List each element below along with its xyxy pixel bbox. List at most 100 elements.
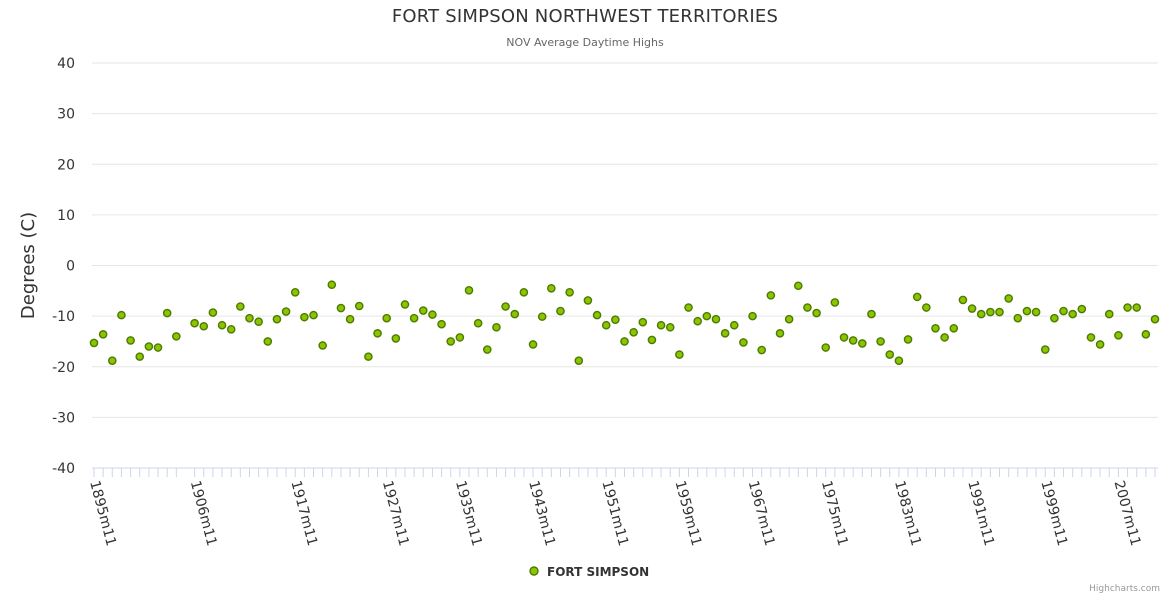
data-point[interactable]: [428, 310, 437, 319]
data-point[interactable]: [327, 280, 337, 290]
data-point[interactable]: [922, 303, 931, 312]
data-point[interactable]: [162, 308, 172, 318]
data-point[interactable]: [309, 310, 318, 320]
data-point[interactable]: [272, 314, 282, 324]
data-point[interactable]: [976, 309, 986, 319]
data-point[interactable]: [1114, 331, 1123, 340]
data-point[interactable]: [446, 337, 456, 346]
data-point[interactable]: [1004, 294, 1013, 303]
data-point[interactable]: [729, 320, 739, 330]
data-point[interactable]: [885, 350, 895, 359]
data-point[interactable]: [647, 335, 657, 345]
data-point[interactable]: [354, 301, 364, 311]
data-point[interactable]: [967, 304, 977, 313]
data-point[interactable]: [199, 321, 209, 331]
data-point[interactable]: [556, 306, 565, 316]
data-point[interactable]: [986, 307, 995, 317]
data-point[interactable]: [483, 345, 492, 354]
data-point[interactable]: [848, 336, 858, 345]
data-point[interactable]: [867, 309, 876, 319]
data-point[interactable]: [190, 318, 199, 328]
data-point[interactable]: [492, 322, 501, 332]
data-point[interactable]: [784, 314, 794, 324]
data-point[interactable]: [382, 313, 391, 323]
credits-link[interactable]: Highcharts.com: [1089, 584, 1160, 594]
data-point[interactable]: [345, 314, 355, 324]
data-point[interactable]: [858, 339, 867, 348]
data-point[interactable]: [620, 337, 629, 346]
data-point[interactable]: [245, 313, 254, 323]
data-point[interactable]: [830, 298, 840, 307]
data-point[interactable]: [1104, 309, 1114, 319]
data-point[interactable]: [876, 337, 885, 346]
data-point[interactable]: [803, 303, 812, 312]
data-point[interactable]: [995, 307, 1004, 317]
data-point[interactable]: [153, 343, 163, 352]
data-point[interactable]: [912, 292, 922, 302]
data-point[interactable]: [528, 340, 538, 349]
data-point[interactable]: [336, 303, 346, 313]
data-point[interactable]: [254, 317, 263, 326]
data-point[interactable]: [931, 323, 940, 333]
data-point[interactable]: [638, 317, 648, 327]
data-point[interactable]: [583, 296, 593, 305]
data-point[interactable]: [473, 318, 483, 328]
data-point[interactable]: [665, 322, 675, 332]
data-point[interactable]: [601, 320, 611, 330]
data-point[interactable]: [217, 320, 227, 330]
data-point[interactable]: [418, 306, 428, 315]
data-point[interactable]: [400, 300, 410, 309]
data-point[interactable]: [766, 291, 776, 300]
data-point[interactable]: [793, 281, 803, 291]
data-point[interactable]: [1086, 333, 1096, 342]
data-point[interactable]: [263, 337, 273, 346]
data-point[interactable]: [135, 352, 145, 361]
data-point[interactable]: [547, 283, 556, 293]
data-point[interactable]: [89, 338, 99, 348]
legend-item-fort-simpson[interactable]: FORT SIMPSON: [547, 565, 649, 579]
data-point[interactable]: [1013, 313, 1023, 323]
data-point[interactable]: [711, 314, 721, 324]
data-point[interactable]: [437, 319, 446, 329]
data-point[interactable]: [684, 303, 693, 312]
data-point[interactable]: [1040, 345, 1050, 354]
data-point[interactable]: [656, 320, 666, 330]
data-point[interactable]: [565, 288, 574, 297]
data-point[interactable]: [144, 342, 154, 351]
data-point[interactable]: [739, 338, 748, 347]
data-point[interactable]: [318, 341, 327, 350]
data-point[interactable]: [290, 288, 300, 297]
data-point[interactable]: [126, 336, 135, 345]
data-point[interactable]: [501, 302, 510, 311]
data-point[interactable]: [1077, 304, 1087, 314]
data-point[interactable]: [949, 323, 959, 333]
data-point[interactable]: [1095, 340, 1105, 349]
data-point[interactable]: [98, 330, 108, 339]
data-point[interactable]: [236, 302, 245, 311]
data-point[interactable]: [107, 356, 117, 365]
data-point[interactable]: [574, 356, 584, 365]
data-point[interactable]: [519, 288, 529, 297]
data-point[interactable]: [702, 311, 712, 321]
data-point[interactable]: [940, 333, 949, 342]
data-point[interactable]: [208, 308, 218, 317]
data-point[interactable]: [775, 329, 785, 338]
data-point[interactable]: [629, 328, 638, 337]
data-point[interactable]: [757, 345, 766, 355]
data-point[interactable]: [592, 310, 602, 320]
data-point[interactable]: [1050, 313, 1059, 323]
data-point[interactable]: [364, 352, 373, 361]
data-point[interactable]: [1132, 303, 1142, 312]
data-point[interactable]: [1022, 306, 1032, 316]
data-point[interactable]: [537, 312, 547, 321]
data-point[interactable]: [455, 333, 465, 342]
data-point[interactable]: [1123, 303, 1132, 312]
data-point[interactable]: [464, 286, 474, 295]
data-point[interactable]: [1068, 309, 1077, 319]
data-point[interactable]: [1059, 306, 1068, 316]
data-point[interactable]: [409, 313, 419, 323]
data-point[interactable]: [117, 310, 126, 320]
data-point[interactable]: [1141, 330, 1151, 339]
data-point[interactable]: [281, 307, 291, 316]
data-point[interactable]: [226, 324, 236, 334]
